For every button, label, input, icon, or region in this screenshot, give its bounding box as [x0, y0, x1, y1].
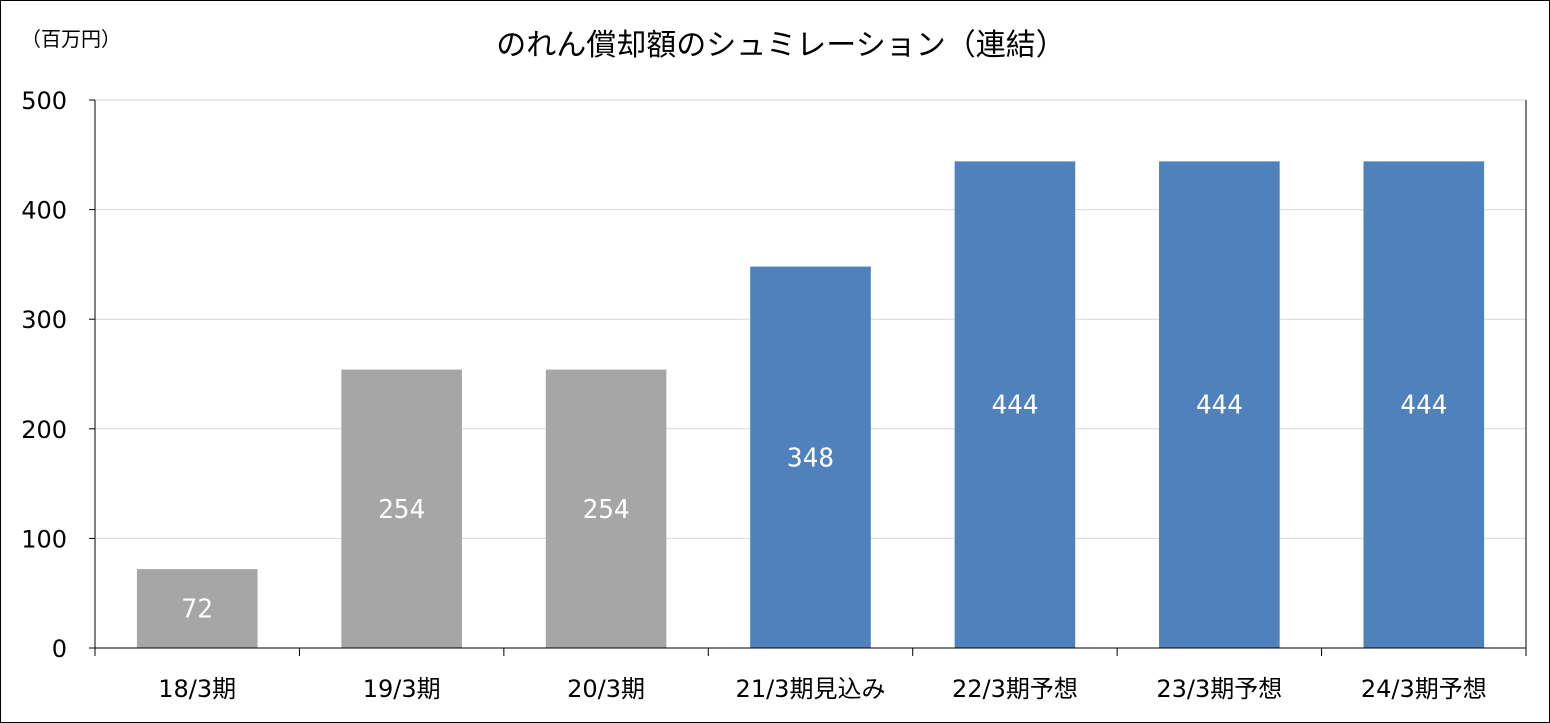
bars — [136, 161, 1485, 648]
chart-title: のれん償却額のシュミレーション（連結） — [496, 28, 1065, 63]
x-category-label-2: 19/3期 — [363, 675, 441, 703]
data-label-2: 254 — [378, 495, 425, 525]
bar-4 — [750, 266, 871, 648]
x-category-label-5: 22/3期予想 — [952, 675, 1078, 703]
x-category-label-6: 23/3期予想 — [1156, 675, 1282, 703]
bar-7 — [1363, 161, 1485, 648]
y-tick-label: 500 — [21, 87, 67, 115]
data-label-3: 254 — [583, 495, 630, 525]
y-tick-label: 200 — [21, 416, 67, 444]
x-category-label-3: 20/3期 — [567, 675, 645, 703]
y-tick-label: 0 — [52, 635, 67, 663]
bar-1 — [136, 569, 258, 648]
data-label-4: 348 — [787, 443, 834, 473]
y-tick-label: 400 — [21, 197, 67, 225]
data-label-5: 444 — [991, 391, 1038, 421]
bar-6 — [1159, 161, 1280, 648]
bar-5 — [954, 161, 1076, 648]
y-tick-label: 300 — [21, 306, 67, 334]
x-category-label-4: 21/3期見込み — [736, 675, 886, 703]
data-label-7: 444 — [1400, 391, 1447, 421]
bar-2 — [341, 369, 462, 648]
bar-3 — [545, 369, 667, 648]
data-label-6: 444 — [1196, 391, 1243, 421]
axes — [89, 99, 1527, 656]
y-tick-label: 100 — [21, 525, 67, 553]
x-category-label-1: 18/3期 — [158, 675, 236, 703]
labels: 0 100 200 300 400 500 72 18/3期 254 19/3期 254 20/3期 3… — [21, 87, 1487, 703]
data-label-1: 72 — [182, 595, 213, 625]
x-category-label-7: 24/3期予想 — [1361, 675, 1487, 703]
y-axis-unit-label: （百万円） — [21, 27, 121, 51]
